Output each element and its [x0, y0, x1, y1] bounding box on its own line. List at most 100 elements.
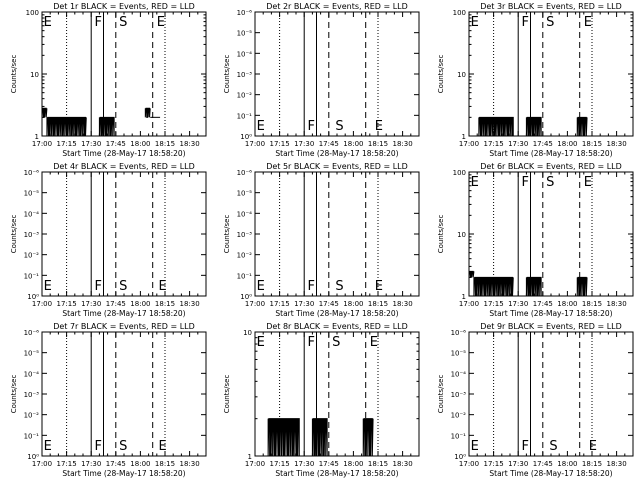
x-tick-label: 17:00 — [245, 140, 265, 148]
y-tick-label: 10⁻¹ — [451, 432, 467, 440]
event-marker-e: E — [44, 15, 52, 30]
y-tick-label: 10⁻⁶ — [451, 329, 467, 337]
chart-panel-5: Det 5r BLACK = Events, RED = LLD 10⁰ 10⁻¹ 1… — [223, 162, 420, 318]
x-tick-label: 17:00 — [32, 300, 52, 308]
x-tick-label: 18:15 — [368, 140, 388, 148]
event-marker-f: F — [307, 335, 314, 350]
x-tick-label: 17:15 — [270, 460, 290, 468]
x-tick-label: 17:45 — [319, 140, 339, 148]
event-count-trace — [144, 107, 151, 118]
chart-title: Det 5r BLACK = Events, RED = LLD — [266, 162, 408, 171]
y-tick-label: 10⁰ — [27, 453, 39, 461]
y-tick-label: 10⁻¹ — [237, 112, 253, 120]
x-axis-label: Start Time (28-May-17 18:58:20) — [62, 309, 185, 318]
y-tick-label: 10⁻⁶ — [237, 9, 253, 17]
chart-title: Det 2r BLACK = Events, RED = LLD — [266, 2, 408, 11]
chart-panel-2: Det 2r BLACK = Events, RED = LLD 10⁰ 10⁻¹ 1… — [223, 2, 420, 158]
event-marker-e: E — [589, 439, 597, 454]
event-marker-e: E — [375, 119, 383, 134]
y-tick-label: 10⁻⁶ — [24, 169, 40, 177]
chart-title: Det 3r BLACK = Events, RED = LLD — [480, 2, 622, 11]
event-marker-f: F — [94, 15, 101, 30]
y-tick-label: 10⁻⁴ — [451, 370, 467, 378]
event-count-trace — [41, 107, 48, 118]
chart-panel-7: Det 7r BLACK = Events, RED = LLD 10⁰ 10⁻¹ 1… — [10, 322, 207, 478]
x-axis-label: Start Time (28-May-17 18:58:20) — [275, 469, 398, 478]
y-tick-label: 10⁻² — [237, 252, 253, 260]
event-marker-e: E — [471, 15, 479, 30]
y-tick-label: 10⁻⁴ — [24, 210, 40, 218]
y-tick-label: 10⁻¹ — [237, 272, 253, 280]
x-tick-label: 17:30 — [81, 300, 101, 308]
event-marker-e: E — [158, 439, 166, 454]
chart-title: Det 8r BLACK = Events, RED = LLD — [266, 322, 408, 331]
x-tick-label: 17:30 — [81, 460, 101, 468]
x-tick-label: 18:00 — [130, 460, 150, 468]
y-tick-label: 1 — [462, 293, 466, 301]
y-tick-label: 10⁻³ — [451, 391, 467, 399]
x-tick-label: 18:00 — [343, 460, 363, 468]
y-tick-label: 10⁻⁵ — [24, 350, 40, 358]
event-marker-s: S — [119, 15, 127, 30]
event-marker-e: E — [370, 335, 378, 350]
event-marker-s: S — [546, 15, 554, 30]
event-count-trace — [525, 276, 542, 297]
event-marker-s: S — [332, 335, 340, 350]
event-marker-f: F — [521, 439, 528, 454]
x-tick-label: 17:15 — [57, 300, 77, 308]
x-tick-label: 17:45 — [533, 140, 553, 148]
event-marker-s: S — [119, 279, 127, 294]
y-tick-label: 10⁻⁵ — [451, 350, 467, 358]
y-tick-label: 1 — [35, 133, 39, 141]
event-count-trace — [311, 418, 328, 457]
y-tick-label: 10⁻² — [24, 252, 40, 260]
x-axis-label: Start Time (28-May-17 18:58:20) — [62, 469, 185, 478]
event-count-trace — [478, 116, 514, 137]
y-axis-label: Counts/sec — [10, 55, 18, 94]
event-marker-e: E — [157, 15, 165, 30]
x-tick-label: 17:45 — [106, 140, 126, 148]
event-marker-f: F — [521, 15, 528, 30]
event-marker-f: F — [307, 119, 314, 134]
x-tick-label: 18:15 — [155, 140, 175, 148]
x-tick-label: 18:15 — [582, 140, 602, 148]
y-tick-label: 100 — [26, 9, 39, 17]
event-marker-e: E — [257, 335, 265, 350]
y-tick-label: 10⁰ — [240, 133, 252, 141]
event-marker-e: E — [257, 279, 265, 294]
y-axis-label: Counts/sec — [10, 375, 18, 414]
x-tick-label: 17:00 — [459, 300, 479, 308]
x-tick-label: 18:30 — [607, 300, 627, 308]
event-count-trace — [525, 116, 542, 137]
event-marker-e: E — [44, 439, 52, 454]
chart-panel-1: Det 1r BLACK = Events, RED = LLD 1 10 100 17… — [10, 2, 207, 158]
y-tick-label: 10 — [457, 231, 466, 239]
x-tick-label: 18:00 — [557, 460, 577, 468]
y-tick-label: 10⁻² — [451, 412, 467, 420]
event-count-trace — [362, 418, 374, 457]
event-count-trace — [46, 116, 87, 137]
y-tick-label: 10⁰ — [240, 293, 252, 301]
event-count-trace — [576, 116, 588, 137]
x-axis-label: Start Time (28-May-17 18:58:20) — [275, 149, 398, 158]
y-tick-label: 10⁻⁴ — [237, 210, 253, 218]
x-axis-label: Start Time (28-May-17 18:58:20) — [489, 149, 612, 158]
x-tick-label: 17:30 — [294, 140, 314, 148]
x-tick-label: 18:30 — [393, 140, 413, 148]
y-tick-label: 10⁰ — [27, 293, 39, 301]
event-count-trace — [98, 116, 115, 137]
x-tick-label: 17:00 — [245, 460, 265, 468]
y-axis-label: Counts/sec — [223, 55, 231, 94]
event-count-trace — [468, 270, 475, 278]
chart-title: Det 6r BLACK = Events, RED = LLD — [480, 162, 622, 171]
x-tick-label: 17:15 — [484, 460, 504, 468]
x-tick-label: 18:00 — [130, 300, 150, 308]
x-axis-label: Start Time (28-May-17 18:58:20) — [489, 309, 612, 318]
y-tick-label: 10⁻³ — [237, 231, 253, 239]
event-marker-e: E — [158, 279, 166, 294]
x-tick-label: 18:30 — [607, 460, 627, 468]
x-tick-label: 17:15 — [57, 140, 77, 148]
x-tick-label: 18:00 — [343, 300, 363, 308]
x-tick-label: 17:15 — [484, 140, 504, 148]
x-tick-label: 17:45 — [533, 460, 553, 468]
